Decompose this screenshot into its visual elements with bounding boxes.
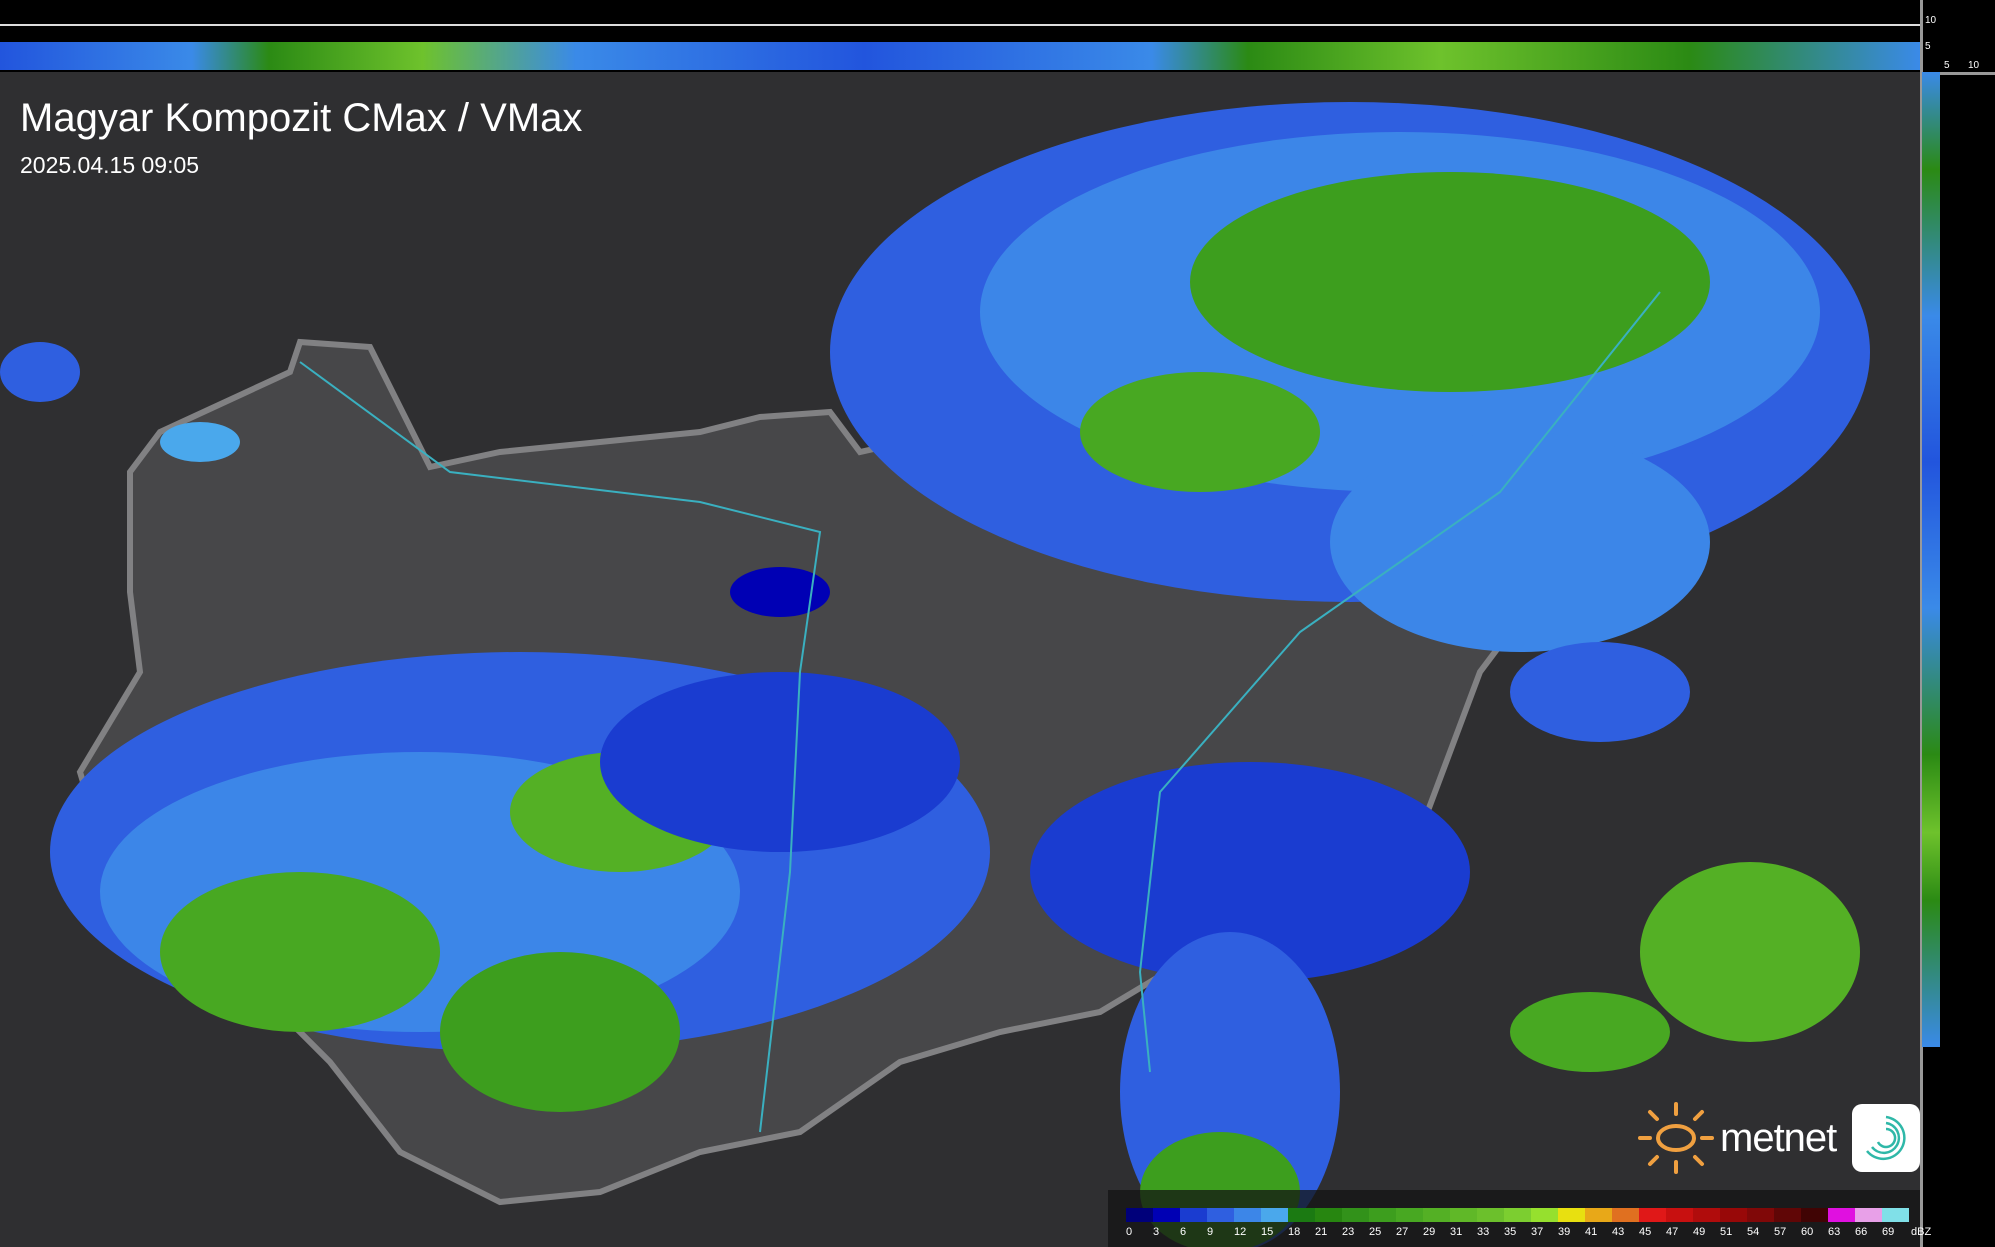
river-danube <box>299 361 822 1133</box>
profile-divider-vertical <box>1920 0 1923 1247</box>
legend-label: 21 <box>1315 1226 1328 1238</box>
river-tisza <box>1138 291 1661 1073</box>
radar-map[interactable] <box>0 72 1920 1247</box>
legend-labels: 0 3 6 9 12 15 18 21 23 25 27 29 31 33 35 37 39 41 43 45 47 49… <box>1126 1226 1931 1238</box>
legend-label: 18 <box>1288 1226 1301 1238</box>
legend-swatch <box>1801 1208 1828 1222</box>
legend-swatches <box>1126 1208 1909 1222</box>
legend-swatch <box>1693 1208 1720 1222</box>
legend-label: 57 <box>1774 1226 1787 1238</box>
legend-swatch <box>1423 1208 1450 1222</box>
legend-swatch <box>1153 1208 1180 1222</box>
legend-swatch <box>1450 1208 1477 1222</box>
legend-swatch <box>1504 1208 1531 1222</box>
app-spiral-icon <box>1852 1104 1921 1172</box>
legend-label: 54 <box>1747 1226 1760 1238</box>
map-title: Magyar Kompozit CMax / VMax <box>20 96 583 140</box>
legend-label: 43 <box>1612 1226 1625 1238</box>
legend-swatch <box>1585 1208 1612 1222</box>
vertical-profile-side <box>1922 72 1940 1047</box>
legend-label: 31 <box>1450 1226 1463 1238</box>
legend-label: 37 <box>1531 1226 1544 1238</box>
legend-label: 23 <box>1342 1226 1355 1238</box>
legend-label: 12 <box>1234 1226 1247 1238</box>
brand-name: metnet <box>1720 1115 1837 1160</box>
legend-swatch <box>1612 1208 1639 1222</box>
legend-label: 63 <box>1828 1226 1841 1238</box>
legend-swatch <box>1396 1208 1423 1222</box>
legend-label: 51 <box>1720 1226 1733 1238</box>
tick-5: 5 <box>1925 41 1931 52</box>
legend-swatch <box>1126 1208 1153 1222</box>
legend-swatch <box>1666 1208 1693 1222</box>
legend-swatch <box>1531 1208 1558 1222</box>
legend-swatch <box>1558 1208 1585 1222</box>
tick-10: 10 <box>1925 15 1937 26</box>
legend-swatch <box>1828 1208 1855 1222</box>
legend-label: 6 <box>1180 1226 1187 1238</box>
sun-icon <box>1638 1102 1714 1174</box>
vertical-profile-top: 10 5 <box>0 0 1936 72</box>
tick-h-5: 5 <box>1944 60 1950 71</box>
profile-divider-horizontal <box>1920 72 1995 75</box>
legend-label: 66 <box>1855 1226 1868 1238</box>
legend-swatch <box>1315 1208 1342 1222</box>
legend-swatch <box>1261 1208 1288 1222</box>
map-timestamp: 2025.04.15 09:05 <box>20 152 200 178</box>
legend-label: 29 <box>1423 1226 1436 1238</box>
legend-label: 35 <box>1504 1226 1517 1238</box>
legend-label: 9 <box>1207 1226 1214 1238</box>
legend-swatch <box>1180 1208 1207 1222</box>
legend-label: 15 <box>1261 1226 1274 1238</box>
legend-label: 27 <box>1396 1226 1409 1238</box>
legend-label: 25 <box>1369 1226 1382 1238</box>
tick-h-10: 10 <box>1968 60 1980 71</box>
map-layer <box>0 102 1870 1247</box>
legend-swatch <box>1882 1208 1909 1222</box>
legend-swatch <box>1207 1208 1234 1222</box>
legend-label: 49 <box>1693 1226 1706 1238</box>
profile-line-10 <box>0 24 1922 26</box>
legend-label: 3 <box>1153 1226 1160 1238</box>
legend-swatch <box>1855 1208 1882 1222</box>
legend-swatch <box>1342 1208 1369 1222</box>
legend-swatch <box>1639 1208 1666 1222</box>
legend-label: 0 <box>1126 1226 1133 1238</box>
legend-label: 33 <box>1477 1226 1490 1238</box>
legend-swatch <box>1288 1208 1315 1222</box>
legend-swatch <box>1477 1208 1504 1222</box>
metnet-logo: metnet <box>1636 1100 1921 1176</box>
legend-label: 45 <box>1639 1226 1652 1238</box>
legend-unit: dBZ <box>1911 1226 1932 1238</box>
legend-swatch <box>1747 1208 1774 1222</box>
legend-label: 47 <box>1666 1226 1679 1238</box>
legend-label: 60 <box>1801 1226 1814 1238</box>
color-scale-legend: 0 3 6 9 12 15 18 21 23 25 27 29 31 33 35 37 39 41 43 45 47 49… <box>1108 1190 1931 1247</box>
legend-swatch <box>1234 1208 1261 1222</box>
legend-swatch <box>1774 1208 1801 1222</box>
legend-label: 69 <box>1882 1226 1895 1238</box>
legend-label: 41 <box>1585 1226 1598 1238</box>
legend-swatch <box>1720 1208 1747 1222</box>
profile-reflectivity-strip <box>0 42 1920 70</box>
legend-swatch <box>1369 1208 1396 1222</box>
precipitation-echoes <box>0 102 1870 1247</box>
legend-label: 39 <box>1558 1226 1571 1238</box>
